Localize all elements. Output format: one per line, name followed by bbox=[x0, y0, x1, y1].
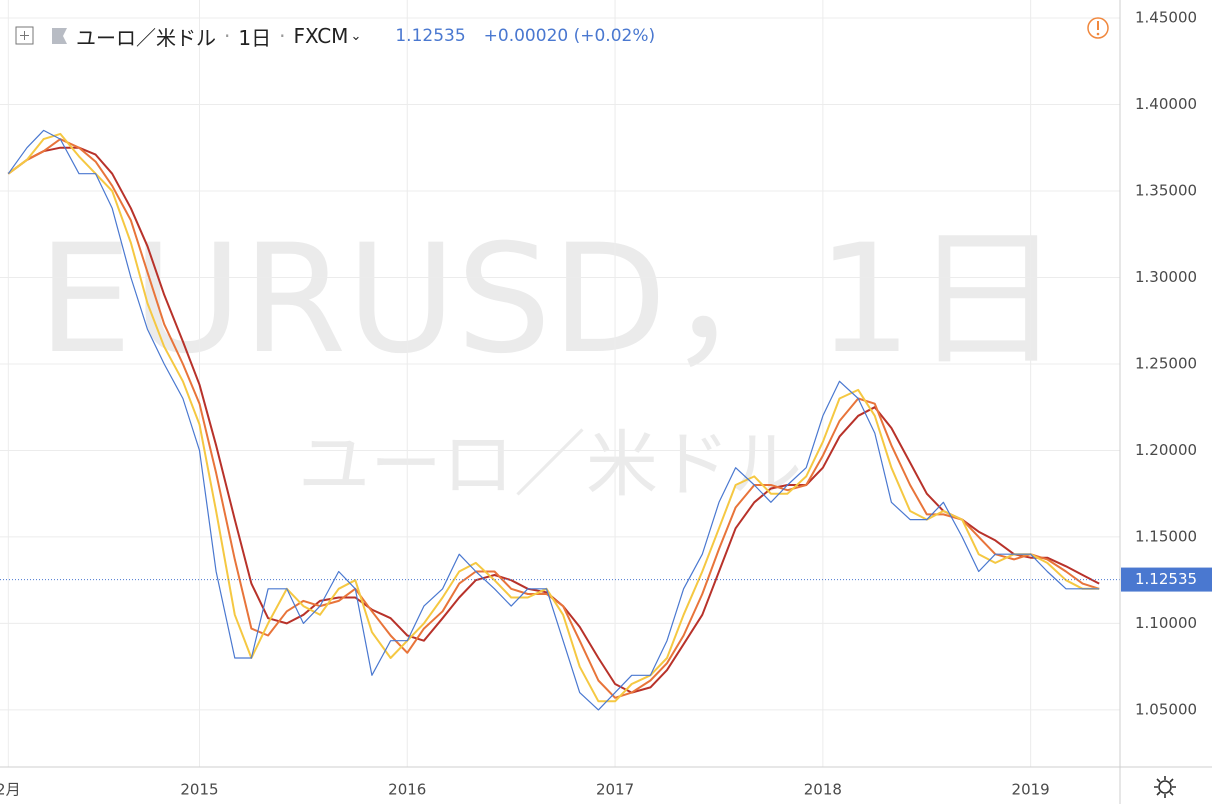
source[interactable]: FXCM bbox=[293, 24, 349, 48]
settings-icon[interactable] bbox=[1154, 776, 1176, 798]
price-change: +0.00020 (+0.02%) bbox=[483, 26, 656, 46]
watermark-subtitle: ユーロ／米ドル bbox=[298, 423, 802, 507]
x-tick-label: 2月 bbox=[0, 781, 21, 799]
y-tick-label: 1.30000 bbox=[1135, 268, 1197, 286]
alert-icon bbox=[1096, 32, 1100, 36]
y-tick-label: 1.05000 bbox=[1135, 700, 1197, 718]
y-tick-label: 1.15000 bbox=[1135, 527, 1197, 545]
x-tick-label: 2019 bbox=[1012, 781, 1050, 799]
settings-icon bbox=[1154, 776, 1176, 798]
y-tick-label: 1.40000 bbox=[1135, 95, 1197, 113]
expand-icon[interactable] bbox=[14, 25, 36, 47]
last-price: 1.12535 bbox=[395, 26, 466, 46]
y-tick-label: 1.20000 bbox=[1135, 441, 1197, 459]
expand-icon bbox=[15, 26, 34, 45]
symbol[interactable]: ユーロ／米ドル bbox=[76, 25, 216, 50]
series-line bbox=[7, 129, 1100, 711]
y-tick-label: 1.25000 bbox=[1135, 354, 1197, 372]
x-tick-label: 2015 bbox=[180, 781, 218, 799]
alert-icon[interactable] bbox=[1087, 17, 1109, 39]
x-tick-label: 2017 bbox=[596, 781, 634, 799]
x-tick-label: 2018 bbox=[804, 781, 842, 799]
separator: · bbox=[279, 24, 286, 48]
header: ユーロ／米ドル · 1日 · FXCM ⌄ 1.12535 +0.00020 (… bbox=[14, 22, 663, 50]
settings-icon bbox=[1158, 780, 1172, 794]
y-tick-label: 1.45000 bbox=[1135, 8, 1197, 26]
dropdown-arrow[interactable]: ⌄ bbox=[350, 28, 362, 44]
x-tick-label: 2016 bbox=[388, 781, 426, 799]
series-line bbox=[7, 132, 1100, 703]
last-price-label: 1.12535 bbox=[1135, 570, 1197, 588]
flag-icon bbox=[52, 28, 67, 44]
y-tick-label: 1.10000 bbox=[1135, 614, 1197, 632]
watermark-title: EURUSD，1日 bbox=[38, 213, 1063, 387]
expand-icon bbox=[20, 31, 29, 40]
flag-icon[interactable] bbox=[50, 25, 70, 47]
separator: · bbox=[224, 24, 231, 48]
y-tick-label: 1.35000 bbox=[1135, 181, 1197, 199]
last-price-box bbox=[1121, 567, 1212, 592]
interval[interactable]: 1日 bbox=[238, 25, 272, 50]
